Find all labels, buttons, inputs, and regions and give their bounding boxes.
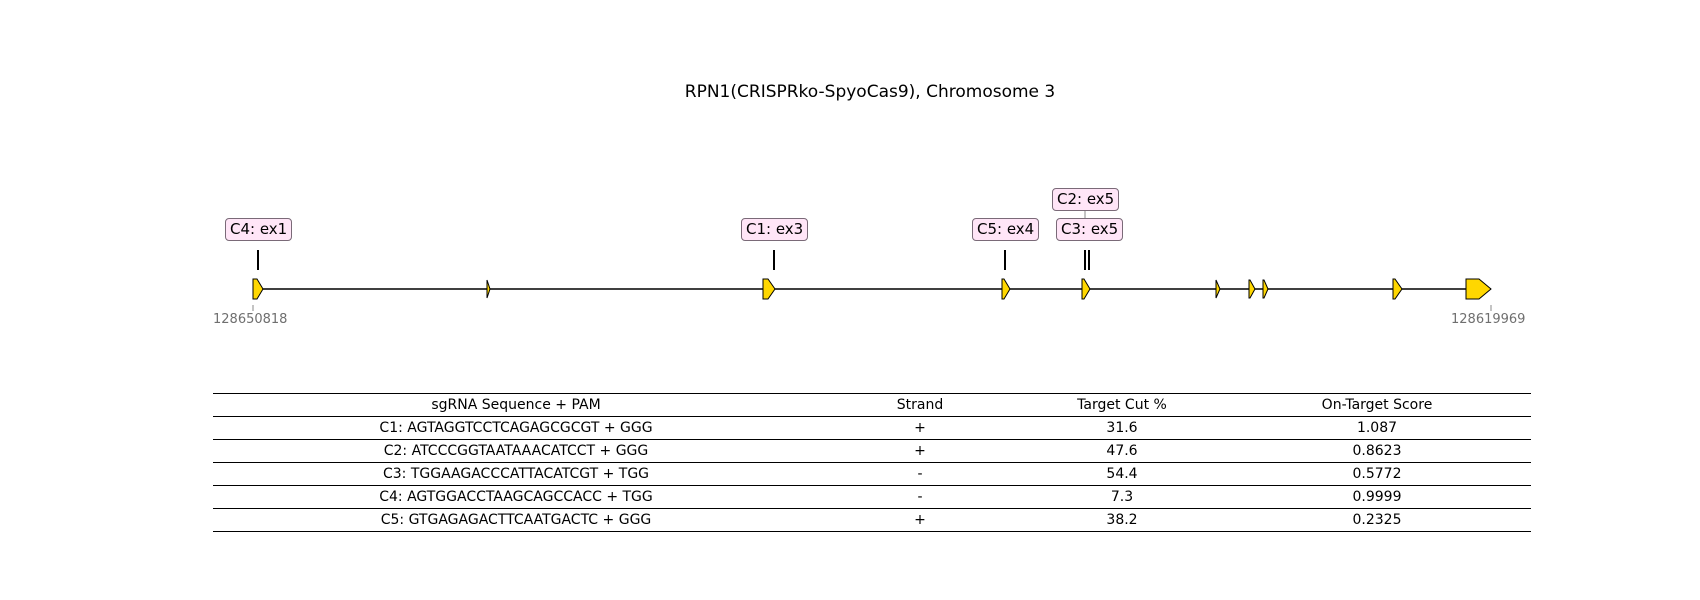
exon-2 bbox=[486, 279, 491, 299]
chart-title: RPN1(CRISPRko-SpyoCas9), Chromosome 3 bbox=[684, 82, 1056, 102]
cell-on-target-score: 0.5772 bbox=[1223, 462, 1531, 486]
exon-1 bbox=[252, 278, 264, 300]
cell-sequence: C1: AGTAGGTCCTCAGAGCGCGT + GGG bbox=[213, 416, 819, 440]
end-coordinate: 128619969 bbox=[1451, 312, 1526, 327]
table-row: C5: GTGAGAGACTTCAATGACTC + GGG + 38.2 0.… bbox=[213, 508, 1531, 532]
guide-label-c1: C1: ex3 bbox=[741, 218, 809, 241]
table-row: C1: AGTAGGTCCTCAGAGCGCGT + GGG + 31.6 1.… bbox=[213, 416, 1531, 440]
cell-strand: + bbox=[819, 416, 1021, 440]
exon-6 bbox=[1215, 279, 1221, 299]
cell-sequence: C4: AGTGGACCTAAGCAGCCACC + TGG bbox=[213, 485, 819, 509]
exon-5 bbox=[1081, 278, 1091, 300]
header-on-target-score: On-Target Score bbox=[1223, 393, 1531, 417]
exon-3 bbox=[762, 278, 776, 300]
header-sequence: sgRNA Sequence + PAM bbox=[213, 393, 819, 417]
header-target-cut: Target Cut % bbox=[1021, 393, 1223, 417]
start-coordinate: 128650818 bbox=[213, 312, 288, 327]
table-row: C4: AGTGGACCTAAGCAGCCACC + TGG - 7.3 0.9… bbox=[213, 485, 1531, 509]
cell-strand: + bbox=[819, 508, 1021, 532]
cell-on-target-score: 0.2325 bbox=[1223, 508, 1531, 532]
cell-sequence: C2: ATCCCGGTAATAAACATCCT + GGG bbox=[213, 439, 819, 463]
table-row: C2: ATCCCGGTAATAAACATCCT + GGG + 47.6 0.… bbox=[213, 439, 1531, 463]
exon-7 bbox=[1248, 279, 1256, 299]
exon-4 bbox=[1001, 278, 1011, 300]
cell-target-cut: 54.4 bbox=[1021, 462, 1223, 486]
table-header-row: sgRNA Sequence + PAM Strand Target Cut %… bbox=[213, 393, 1531, 417]
cell-target-cut: 7.3 bbox=[1021, 485, 1223, 509]
cell-target-cut: 47.6 bbox=[1021, 439, 1223, 463]
cell-on-target-score: 0.8623 bbox=[1223, 439, 1531, 463]
table-row: C3: TGGAAGACCCATTACATCGT + TGG - 54.4 0.… bbox=[213, 462, 1531, 486]
cell-on-target-score: 1.087 bbox=[1223, 416, 1531, 440]
guide-table: sgRNA Sequence + PAM Strand Target Cut %… bbox=[213, 393, 1531, 532]
guide-label-c4: C4: ex1 bbox=[225, 218, 293, 241]
exon-10 bbox=[1465, 278, 1492, 300]
guide-label-c5: C5: ex4 bbox=[972, 218, 1040, 241]
header-strand: Strand bbox=[819, 393, 1021, 417]
cell-strand: + bbox=[819, 439, 1021, 463]
cell-strand: - bbox=[819, 485, 1021, 509]
guide-label-c2: C2: ex5 bbox=[1052, 188, 1120, 211]
exon-8 bbox=[1262, 279, 1269, 299]
cell-sequence: C3: TGGAAGACCCATTACATCGT + TGG bbox=[213, 462, 819, 486]
guide-label-c3: C3: ex5 bbox=[1056, 218, 1124, 241]
cell-target-cut: 38.2 bbox=[1021, 508, 1223, 532]
cell-on-target-score: 0.9999 bbox=[1223, 485, 1531, 509]
cell-target-cut: 31.6 bbox=[1021, 416, 1223, 440]
exon-9 bbox=[1392, 278, 1403, 300]
cell-sequence: C5: GTGAGAGACTTCAATGACTC + GGG bbox=[213, 508, 819, 532]
exon-group bbox=[252, 278, 1492, 300]
cell-strand: - bbox=[819, 462, 1021, 486]
